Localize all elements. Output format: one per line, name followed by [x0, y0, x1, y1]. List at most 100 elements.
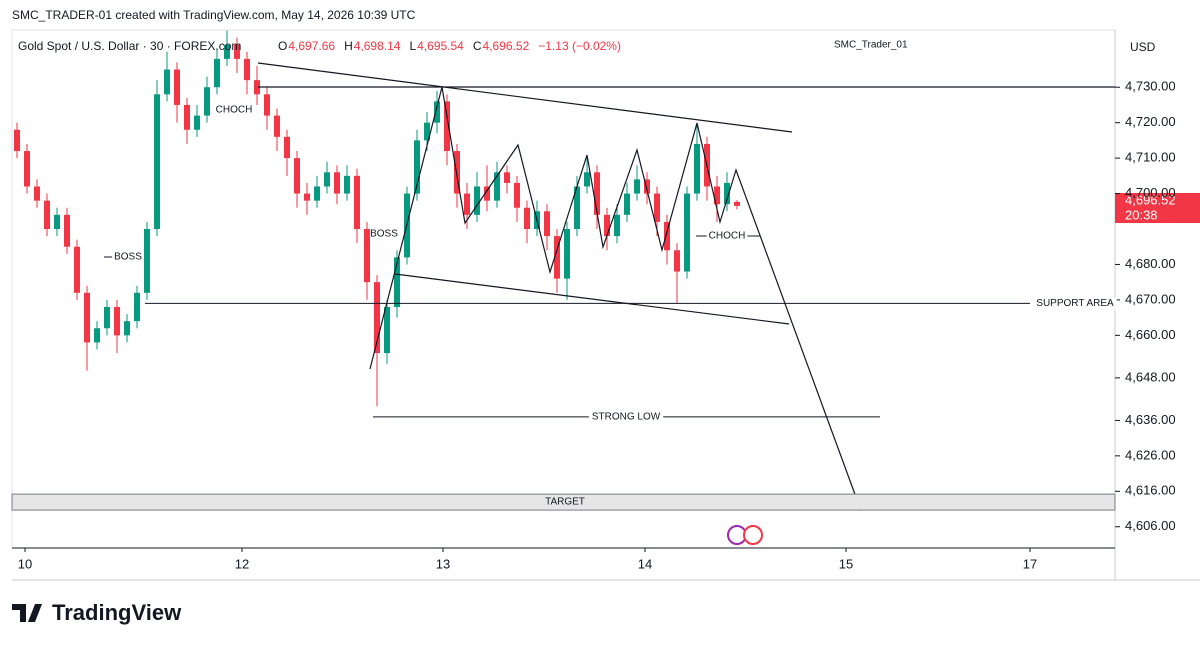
candle-body [644, 179, 650, 194]
candle-body [604, 214, 610, 237]
candle-body [504, 172, 510, 183]
change: −1.13 (−0.02%) [538, 39, 621, 53]
candle-body [194, 115, 200, 130]
candle-body [104, 306, 110, 329]
candle-body [614, 214, 620, 237]
candle-body [214, 58, 220, 88]
candle-body [374, 282, 380, 354]
ohlc-key: C [473, 39, 482, 53]
candle-body [354, 175, 360, 230]
annotation: CHOCH [216, 105, 253, 116]
candle-body [364, 229, 370, 283]
y-tick-label: 4,710.00 [1125, 150, 1176, 165]
drawings [257, 62, 1115, 545]
candle-body [624, 193, 630, 215]
candle-body [134, 292, 140, 322]
ohlc-value: 4,695.54 [417, 39, 464, 53]
level-label: SUPPORT AREA [1036, 298, 1114, 309]
candle-body [114, 306, 120, 336]
x-tick-label: 13 [436, 556, 450, 571]
candle-body [94, 328, 100, 343]
candle-body [654, 193, 660, 222]
candle-body [234, 44, 240, 59]
level-label: STRONG LOW [592, 411, 661, 422]
x-tick-label: 15 [839, 556, 853, 571]
icon [743, 525, 763, 545]
y-tick-label: 4,616.00 [1125, 483, 1176, 498]
candle-body [384, 306, 390, 354]
annotation: CHOCH [709, 231, 746, 242]
candle-body [184, 104, 190, 130]
x-tick-label: 12 [235, 556, 249, 571]
candle-body [274, 115, 280, 137]
target-box [11, 493, 1116, 511]
projection-path [369, 86, 861, 509]
ohlc-value: 4,698.14 [354, 39, 401, 53]
y-tick-label: 4,626.00 [1125, 447, 1176, 462]
candle-body [734, 201, 740, 206]
label-bg [1033, 297, 1117, 310]
candle-body [164, 69, 170, 95]
candle-body [394, 257, 400, 307]
candle-body [584, 172, 590, 187]
candle-body [154, 94, 160, 230]
candle-body [414, 140, 420, 194]
last-price: 4,696.52 [1125, 192, 1176, 207]
y-tick-label: 4,660.00 [1125, 327, 1176, 342]
candle-body [694, 143, 700, 194]
candle-body [34, 186, 40, 201]
annotation: BOSS [114, 252, 142, 263]
candle-body [434, 101, 440, 123]
candle-body [674, 250, 680, 272]
candle-body [84, 292, 90, 343]
candle-body [714, 186, 720, 205]
ohlc-key: L [409, 39, 416, 53]
y-tick-label: 4,680.00 [1125, 256, 1176, 271]
candle-body [44, 200, 50, 230]
candle-body [424, 122, 430, 141]
candle-body [664, 221, 670, 251]
candle-body [484, 186, 490, 201]
candle-body [634, 179, 640, 194]
candle-body [514, 182, 520, 208]
marks [14, 30, 740, 407]
candle-body [554, 236, 560, 279]
candle-body [324, 172, 330, 187]
ohlc-value: 4,697.66 [288, 39, 335, 53]
y-tick-label: 4,700.00 [1125, 185, 1176, 200]
candle-body [124, 321, 130, 336]
x-tick-label: 14 [638, 556, 652, 571]
ohlc-key: H [344, 39, 353, 53]
symbol: Gold Spot / U.S. Dollar · 30 · FOREX.com [18, 39, 241, 53]
candle-body [444, 101, 450, 152]
y-tick-label: 4,730.00 [1125, 79, 1176, 94]
candle-body [524, 207, 530, 230]
logo: TradingView [12, 600, 182, 625]
candle-body [174, 69, 180, 105]
candle-body [684, 193, 690, 272]
candle-body [74, 246, 80, 293]
candle-body [564, 229, 570, 279]
annotation: BOSS [370, 229, 398, 240]
candle-body [344, 175, 350, 194]
y-tick-label: 4,606.00 [1125, 518, 1176, 533]
price-label-box [1115, 193, 1200, 223]
currency: USD [1130, 40, 1156, 54]
candle-body [24, 151, 30, 187]
candle-body [204, 87, 210, 116]
x-tick-label: 10 [18, 556, 32, 571]
candle-body [474, 186, 480, 215]
candle-body [724, 182, 730, 205]
label-bg [588, 410, 664, 423]
candle-body [334, 172, 340, 194]
countdown: 20:38 [1125, 207, 1158, 222]
candle-body [244, 58, 250, 81]
target-label: TARGET [545, 497, 585, 508]
candle-body [294, 158, 300, 194]
candle-body [264, 94, 270, 116]
logo-text: TradingView [52, 600, 182, 625]
candle-body [574, 186, 580, 230]
candle-body [544, 211, 550, 237]
